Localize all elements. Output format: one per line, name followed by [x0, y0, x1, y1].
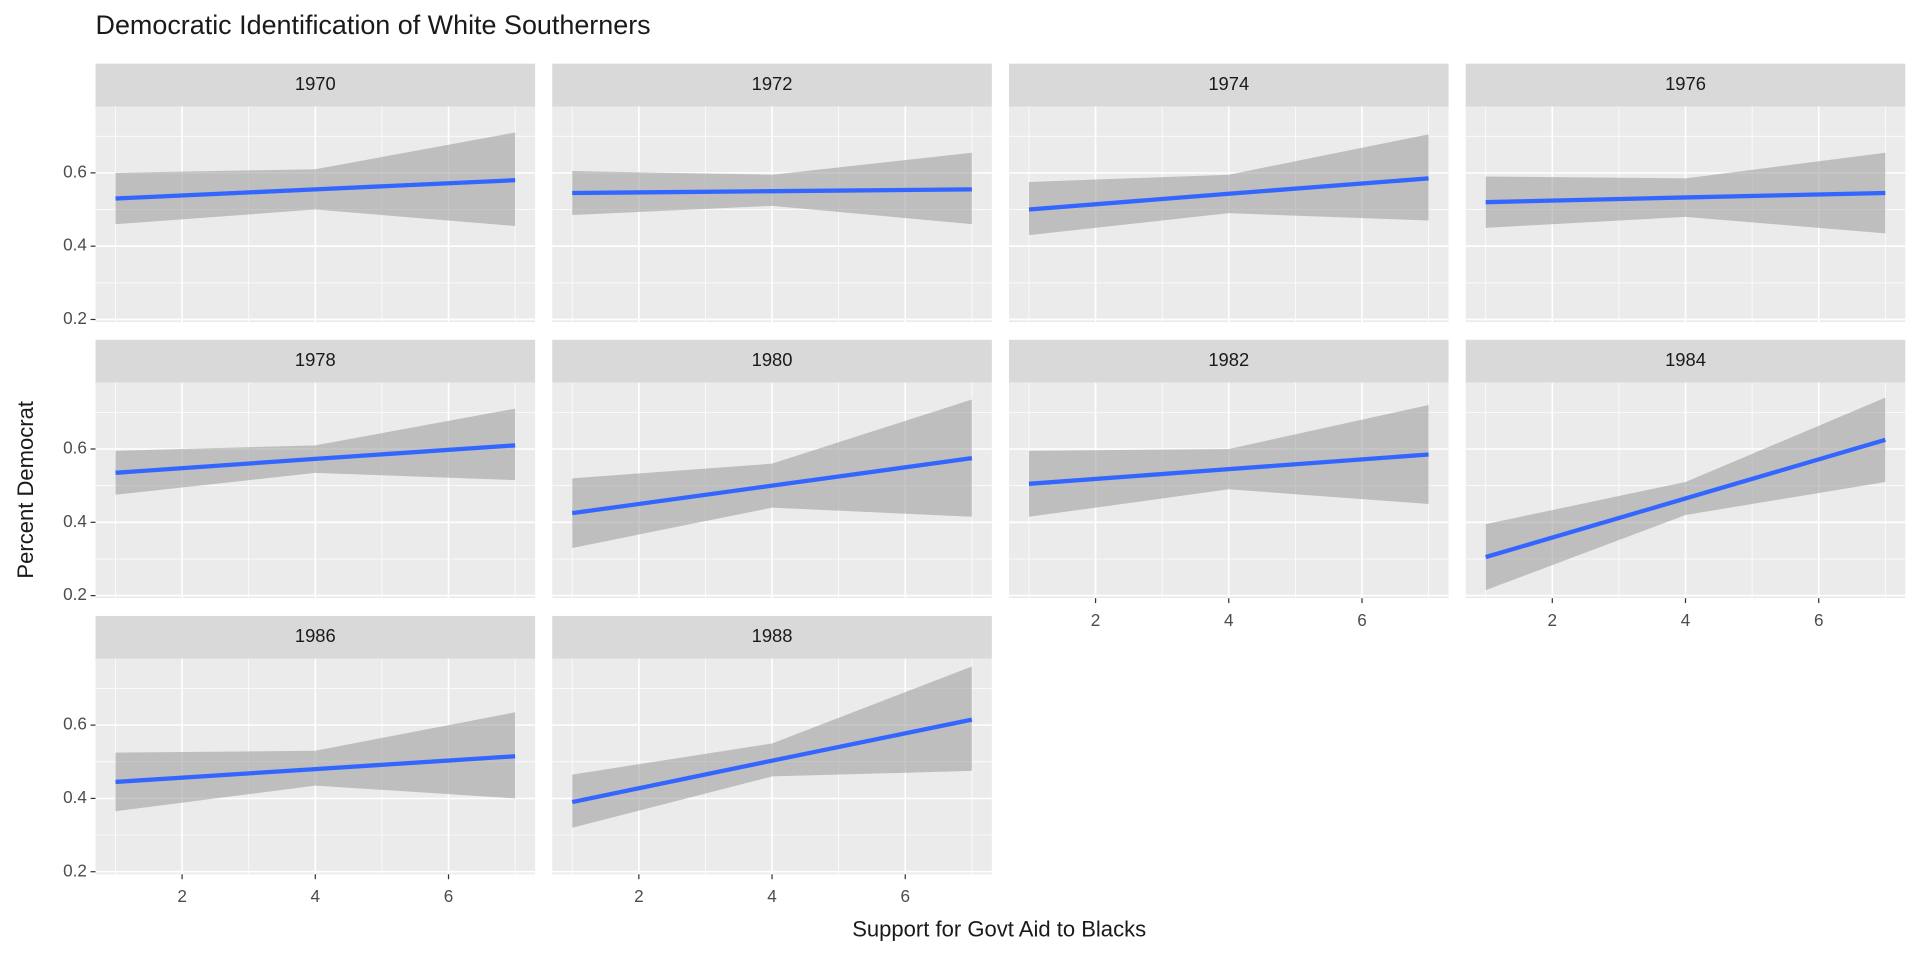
strip — [1008, 339, 1449, 383]
y-axis-title: Percent Democrat — [13, 401, 38, 579]
strip — [1465, 339, 1906, 383]
x-tick-label: 6 — [444, 886, 454, 906]
strip-label: 1976 — [1665, 73, 1706, 94]
confidence-band — [572, 666, 972, 828]
y-tick-label: 0.2 — [63, 860, 87, 880]
confidence-band — [1028, 405, 1429, 517]
strip — [95, 63, 536, 107]
x-tick-label: 2 — [634, 886, 644, 906]
confidence-band — [1485, 397, 1886, 591]
trend-line — [571, 717, 973, 805]
y-tick-label: 0.2 — [63, 584, 87, 604]
strip-label: 1988 — [752, 625, 793, 646]
x-tick-label: 6 — [1357, 610, 1367, 630]
strip-label: 1986 — [295, 625, 336, 646]
y-tick-label: 0.4 — [63, 235, 87, 255]
strip-label: 1974 — [1208, 73, 1249, 94]
trend-line — [1028, 452, 1429, 486]
strip — [1465, 63, 1906, 107]
confidence-band — [115, 712, 516, 812]
strip-label: 1978 — [295, 349, 336, 370]
strip-label: 1970 — [295, 73, 336, 94]
x-tick-label: 4 — [1224, 610, 1234, 630]
strip — [552, 63, 992, 107]
x-tick-label: 2 — [177, 886, 187, 906]
strip — [95, 615, 536, 659]
chart-title: Democratic Identification of White South… — [96, 10, 651, 40]
trend-line — [115, 754, 516, 785]
trend-line — [571, 456, 973, 516]
strip — [1008, 63, 1449, 107]
y-tick-label: 0.6 — [63, 438, 87, 458]
x-tick-label: 2 — [1091, 610, 1101, 630]
trend-line — [572, 187, 972, 196]
trend-line — [115, 443, 516, 475]
trend-line — [1028, 176, 1429, 212]
y-tick-label: 0.4 — [63, 787, 87, 807]
trend-line — [1485, 190, 1886, 205]
confidence-band — [572, 152, 972, 225]
confidence-band — [1485, 152, 1886, 234]
y-tick-label: 0.2 — [63, 308, 87, 328]
trend-line — [1485, 437, 1886, 560]
x-tick-label: 6 — [900, 886, 910, 906]
confidence-band — [115, 132, 516, 227]
strip-label: 1984 — [1665, 349, 1706, 370]
confidence-band — [115, 408, 516, 495]
x-tick-label: 2 — [1548, 610, 1558, 630]
strip-label: 1972 — [752, 73, 793, 94]
confidence-band — [1028, 134, 1429, 236]
strip — [552, 615, 992, 659]
x-tick-label: 4 — [767, 886, 777, 906]
y-tick-label: 0.4 — [63, 511, 87, 531]
x-tick-label: 6 — [1814, 610, 1824, 630]
confidence-band — [572, 399, 972, 548]
x-tick-label: 4 — [1681, 610, 1691, 630]
strip-label: 1980 — [752, 349, 793, 370]
strip — [552, 339, 992, 383]
y-tick-label: 0.6 — [63, 161, 87, 181]
strip — [95, 339, 536, 383]
trend-line — [115, 178, 516, 201]
x-axis-title: Support for Govt Aid to Blacks — [852, 916, 1146, 941]
strip-label: 1982 — [1208, 349, 1249, 370]
y-tick-label: 0.6 — [63, 714, 87, 734]
x-tick-label: 4 — [311, 886, 321, 906]
